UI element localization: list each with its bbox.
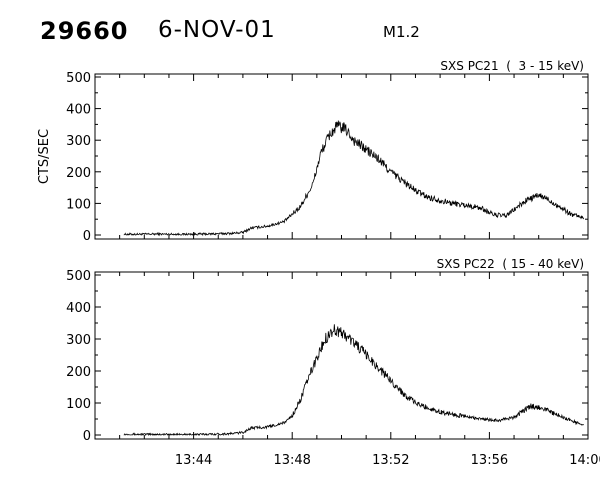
y-tick-label: 200 [66, 365, 91, 380]
x-tick-label: 13:56 [471, 453, 508, 468]
event-id: 29660 [40, 17, 129, 45]
plot-frame [94, 73, 589, 240]
y-tick-label: 300 [66, 134, 91, 149]
y-tick-label: 500 [66, 269, 91, 284]
x-tick-label: 13:48 [273, 453, 310, 468]
y-tick-label: 500 [66, 71, 91, 86]
series-line [123, 324, 585, 437]
panel-pc21: SXS PC21 ( 3 - 15 keV) 0 100 200 300 400 500 CT… [37, 59, 589, 244]
y-tick-label: 100 [66, 397, 91, 412]
y-tick-label: 0 [83, 429, 91, 444]
y-tick-label: 300 [66, 333, 91, 348]
y-tick-label: 100 [66, 197, 91, 212]
panel-title: SXS PC22 ( 15 - 40 keV) [437, 257, 584, 271]
x-tick-label: 14:00 [569, 453, 600, 468]
panel-pc22: SXS PC22 ( 15 - 40 keV) 0 100 200 300 400 500 1… [66, 257, 600, 468]
x-tick-label: 13:44 [175, 453, 212, 468]
y-tick-label: 0 [83, 229, 91, 244]
series-line [123, 120, 585, 237]
y-tick-label: 400 [66, 103, 91, 118]
y-tick-label: 400 [66, 301, 91, 316]
y-tick-label: 200 [66, 166, 91, 181]
plot-frame [94, 271, 589, 440]
panel-title: SXS PC21 ( 3 - 15 keV) [440, 59, 584, 73]
event-date: 6-NOV-01 [158, 17, 276, 43]
y-axis-label: CTS/SEC [37, 129, 52, 184]
flare-class: M1.2 [383, 23, 420, 41]
x-tick-label: 13:52 [372, 453, 409, 468]
